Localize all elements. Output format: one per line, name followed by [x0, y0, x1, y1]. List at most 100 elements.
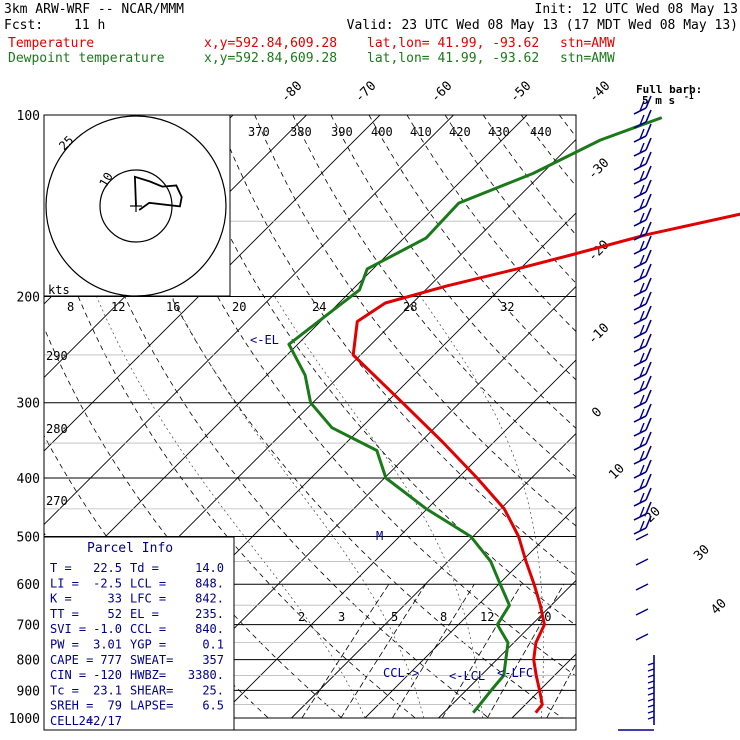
isotherm-label: 10 — [606, 461, 628, 483]
wind-barb-flag — [639, 338, 645, 350]
parcel-info-cell: CCL = — [130, 622, 166, 636]
wind-barb-flag — [645, 123, 652, 137]
isotherm-label: 0 — [589, 405, 605, 421]
wind-barb-flag — [645, 249, 652, 263]
parcel-info-cell: 840. — [195, 622, 224, 636]
wind-barb-flag — [645, 431, 652, 445]
pressure-label: 1000 — [9, 712, 40, 727]
parcel-info-cell: K = — [50, 592, 72, 606]
wind-barb-flag — [645, 501, 652, 515]
parcel-info-cell: PW = — [50, 638, 79, 652]
wind-barb-flag — [639, 100, 645, 112]
theta-label: 380 — [290, 125, 312, 139]
hodograph-trace — [133, 175, 183, 211]
wind-barb — [635, 608, 649, 616]
isotherm-line — [44, 115, 528, 599]
barb-key-line1: Full barb: — [636, 83, 702, 96]
forecast-hour: 11 h — [74, 18, 106, 33]
moist-adiabat-line — [96, 296, 366, 719]
wind-barb-tick — [647, 680, 655, 684]
dry-adiabat-label: 290 — [46, 349, 68, 363]
wind-barb-flag — [645, 235, 652, 249]
parcel-info-cell: 23.1 — [93, 683, 122, 697]
wind-barb-flag — [645, 319, 652, 333]
hodograph-ring-label-10: 10 — [96, 170, 115, 190]
parcel-info-cell: TT = — [50, 607, 79, 621]
wind-barb-flag — [645, 165, 652, 179]
wind-barb-flag — [645, 179, 652, 193]
wind-barb-tick — [647, 716, 655, 720]
parcel-info-cell: SHEAR= — [130, 683, 173, 697]
moist-adiabat-line — [420, 296, 544, 719]
wind-barb — [635, 558, 649, 566]
wind-barb-flag — [645, 291, 652, 305]
forecast-label: Fcst: — [4, 18, 44, 33]
ccl-marker: CCL-> — [383, 666, 419, 680]
parcel-info-cell: 3.01 — [93, 638, 122, 652]
mixing-ratio-label: 2 — [298, 610, 305, 624]
isotherm-label: -80 — [278, 79, 305, 106]
isotherm-line — [44, 115, 381, 452]
parcel-info-cell: 357 — [202, 653, 224, 667]
parcel-info-cell: 33 — [108, 592, 122, 606]
parcel-info-cell: CELL = — [50, 714, 93, 728]
wind-barb-flag — [639, 268, 645, 280]
isotherm-line — [217, 359, 576, 719]
theta-label: 440 — [530, 125, 552, 139]
pressure-label: 800 — [17, 654, 40, 669]
dry-adiabat-line — [520, 115, 576, 187]
isotherm-line — [586, 115, 740, 718]
mixing-ratio-line — [486, 584, 565, 719]
wind-barb-flag — [645, 417, 652, 431]
wind-barb-flag — [639, 408, 645, 420]
wind-barb-flag — [645, 487, 652, 501]
dry-adiabat-line — [330, 115, 576, 429]
mixing-ratio-line — [546, 662, 576, 719]
wind-barb-flag — [645, 277, 652, 291]
isotherm-label: -50 — [507, 79, 534, 106]
isotherm-line — [144, 285, 576, 719]
wind-barb-flag — [639, 198, 645, 210]
parcel-info-cell: 242/17 — [79, 714, 122, 728]
parcel-info-cell: LFC = — [130, 592, 166, 606]
wind-barb-flag — [639, 128, 645, 140]
pressure-label: 500 — [17, 530, 40, 545]
barb-key-sup: -1 — [684, 92, 694, 101]
dry-adiabat-line — [482, 115, 576, 236]
hodo-speed-label: 20 — [232, 300, 246, 314]
init-time: Init: 12 UTC Wed 08 May 13 — [534, 2, 739, 17]
wind-barb — [635, 583, 649, 591]
el-marker: <-EL — [250, 333, 279, 347]
parcel-info-cell: HWBZ= — [130, 668, 166, 682]
wind-barb-flag — [639, 184, 645, 196]
wind-barb-flag — [639, 212, 645, 224]
mixing-ratio-label: 3 — [338, 610, 345, 624]
theta-label: 420 — [449, 125, 471, 139]
wind-barb-flag — [645, 305, 652, 319]
isotherm-label: -10 — [585, 321, 612, 348]
legend-dew-latlon: lat,lon= 41.99, -93.62 — [367, 51, 540, 66]
wind-barb-flag — [639, 520, 645, 532]
hodo-speed-label: 24 — [312, 300, 326, 314]
wind-barb-flag — [639, 366, 645, 378]
wind-barb-tick — [647, 710, 655, 714]
parcel-info-cell: YGP = — [130, 638, 166, 652]
wind-barb — [635, 533, 649, 541]
wind-barb-flag — [639, 142, 645, 154]
pressure-label: 700 — [17, 619, 40, 634]
parcel-info-cell: SVI = — [50, 622, 86, 636]
dry-adiabat-line — [674, 115, 740, 718]
legend-temp-name: Temperature — [8, 36, 95, 51]
pressure-label: 900 — [17, 684, 40, 699]
isotherm-line — [364, 506, 576, 719]
parcel-info-title: Parcel Info — [87, 541, 173, 556]
legend-temp-stn: stn=AMW — [560, 36, 615, 51]
hodo-speed-label: 32 — [500, 300, 514, 314]
wind-barb-flag — [645, 389, 652, 403]
wind-barb-flag — [639, 254, 645, 266]
wind-barb-flag — [639, 324, 645, 336]
dry-adiabat-line — [597, 115, 740, 718]
wind-barb-tick — [647, 698, 655, 702]
pressure-label: 200 — [17, 291, 40, 306]
dry-adiabat-line — [444, 115, 576, 284]
